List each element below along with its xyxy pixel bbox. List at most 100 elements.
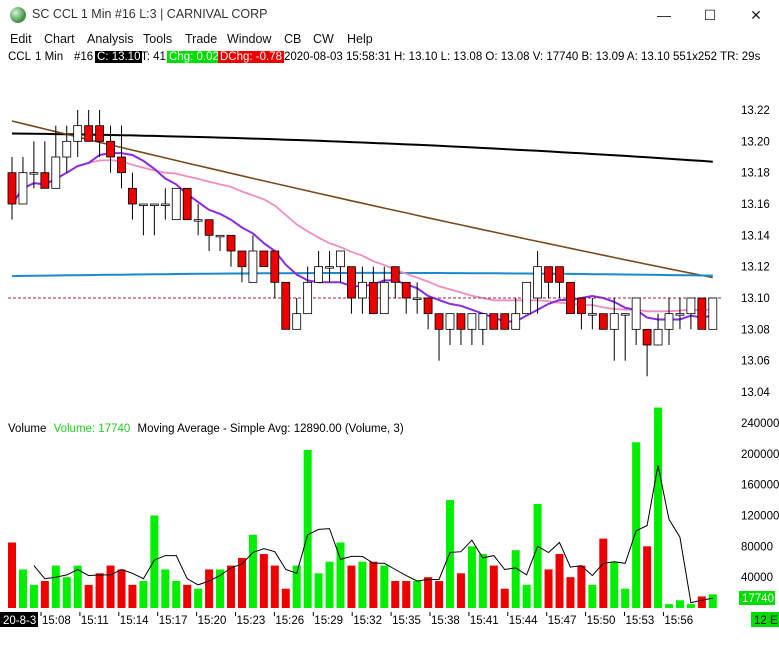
candle-body [29, 172, 39, 175]
volume-bar [632, 442, 641, 608]
candle-body [347, 266, 356, 299]
volume-ma-label: Moving Average - Simple Avg: 12890.00 (V… [137, 423, 404, 435]
time-tick-label: 15:56 [664, 615, 693, 627]
candle-body [281, 281, 291, 330]
menu-edit[interactable]: Edit [10, 32, 32, 46]
volume-bar [51, 565, 60, 608]
price-tick-label: 13.04 [741, 387, 770, 399]
time-tick-label: 15:11 [81, 615, 109, 627]
volume-bar [380, 565, 389, 608]
price-tick-label: 13.08 [741, 324, 770, 336]
volume-tick-label: 40000 [741, 572, 773, 584]
menu-help[interactable]: Help [347, 32, 373, 46]
volume-tick-label: 240000 [741, 418, 779, 430]
price-tick-label: 13.20 [741, 136, 770, 148]
candle-body [73, 125, 83, 142]
candle-body [544, 266, 553, 283]
candle-body [7, 172, 17, 205]
volume-bar [227, 565, 235, 608]
volume-bar [84, 584, 93, 608]
menu-window[interactable]: Window [227, 32, 272, 46]
ma-20-line [11, 159, 713, 313]
time-tick-label: 15:38 [431, 615, 460, 627]
price-volume-chart[interactable]: 13.22 13.20 13.18 13.16 13.14 13.12 13.10 13.08… [0, 67, 779, 646]
menu-cb[interactable]: CB [284, 32, 302, 46]
candle-body [171, 187, 181, 221]
candle-body [697, 297, 707, 330]
close-price-box: C: 13.10 [95, 51, 143, 63]
candle-body [642, 328, 652, 346]
candle-body [40, 172, 50, 189]
candle-body [62, 140, 72, 158]
price-tick-label: 13.14 [741, 230, 770, 242]
volume-bar [621, 588, 630, 608]
time-tick-label: 15:50 [587, 615, 616, 627]
candle-body [325, 266, 334, 269]
chart-number: #16 [74, 51, 94, 63]
volume-bar [391, 581, 400, 608]
ma-100-line [11, 120, 713, 279]
candle-body [587, 313, 597, 316]
price-tick-label: 13.06 [741, 356, 770, 368]
menu-chart[interactable]: Chart [44, 32, 75, 46]
menu-cw[interactable]: CW [313, 32, 334, 46]
candle-body [138, 203, 148, 206]
price-tick-label: 13.18 [741, 168, 770, 180]
volume-bar [29, 584, 38, 608]
time-tick-label: 15:35 [392, 615, 421, 627]
candle-body [511, 313, 521, 330]
price-tick-label: 13.12 [741, 262, 770, 274]
volume-bar [697, 596, 706, 608]
volume-bar [511, 550, 520, 608]
price-tick-label: 13.10 [741, 293, 770, 305]
candle-body [292, 313, 302, 330]
time-tick-label: 15:44 [509, 615, 538, 627]
title-bar: SC CCL 1 Min #16 L:3 | CARNIVAL CORP — ☐… [0, 0, 779, 30]
candle-body [478, 313, 488, 330]
volume-tick-label: 200000 [741, 449, 779, 461]
candle-body [489, 313, 499, 330]
candle-body [708, 297, 718, 330]
candle-body [149, 203, 159, 206]
menu-analysis[interactable]: Analysis [87, 32, 134, 46]
menu-trade[interactable]: Trade [185, 32, 218, 46]
minimize-button[interactable]: — [657, 7, 671, 23]
volume-bar [183, 584, 192, 608]
close-button[interactable]: ✕ [750, 6, 762, 23]
time-tick-label: 15:14 [120, 615, 149, 627]
last-volume-box [739, 591, 775, 605]
candle-body [259, 250, 269, 268]
volume-bar [402, 581, 411, 608]
volume-bar [172, 581, 181, 608]
volume-bar [533, 503, 542, 608]
volume-bar [369, 561, 378, 608]
volume-bar [347, 565, 356, 608]
volume-bar [303, 449, 312, 608]
menu-tools[interactable]: Tools [143, 32, 173, 46]
candle-body [434, 313, 444, 330]
volume-bar [95, 573, 104, 608]
volume-bar [643, 546, 652, 608]
candle-body [51, 156, 61, 189]
time-tick-label: 15:23 [237, 615, 266, 627]
app-icon [10, 7, 26, 23]
menu-bar: Edit Chart Analysis Tools Trade Window C… [0, 30, 779, 49]
window-title: SC CCL 1 Min #16 L:3 | CARNIVAL CORP [32, 7, 268, 21]
volume-legend: Volume Volume: 17740 Moving Average - Si… [8, 423, 408, 435]
time-tick-label: 15:20 [198, 615, 227, 627]
volume-bar [314, 573, 323, 608]
maximize-button[interactable]: ☐ [703, 6, 717, 23]
volume-bar [128, 584, 137, 608]
candle-body [631, 297, 641, 330]
volume-bar [194, 588, 203, 608]
candle-body [226, 234, 236, 252]
volume-bar [489, 565, 498, 608]
candle-body [314, 266, 324, 283]
volume-bar [610, 561, 619, 608]
candle-body [248, 250, 258, 283]
volume-bar [325, 561, 334, 608]
volume-bar [292, 565, 301, 608]
volume-bar [500, 588, 509, 608]
volume-bar [686, 604, 695, 608]
volume-ma-line [33, 465, 713, 604]
